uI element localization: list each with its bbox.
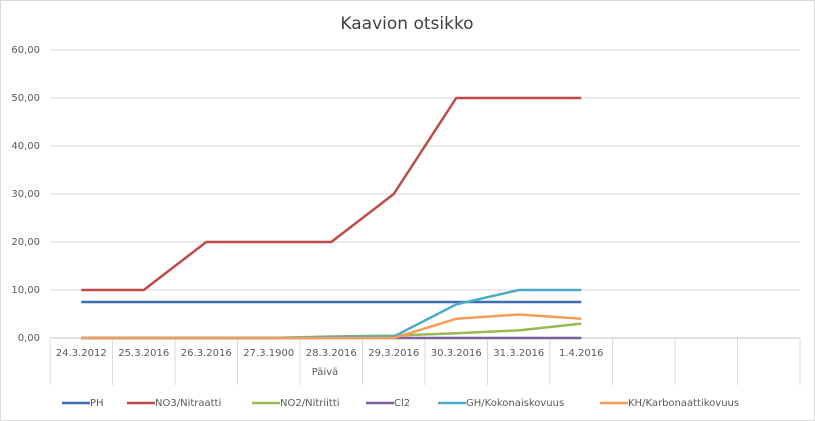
y-tick-label: 10,00 — [11, 285, 40, 296]
legend-label: PH — [90, 398, 104, 409]
x-tick-label: 31.3.2016 — [493, 348, 544, 359]
series-line — [81, 313, 582, 340]
x-tick-label: 29.3.2016 — [368, 348, 419, 359]
x-tick-label: 27.3.1900 — [243, 348, 294, 359]
legend-label: GH/Kokonaiskovuus — [466, 398, 564, 409]
y-tick-label: 60,00 — [11, 45, 40, 56]
x-tick-label: 30.3.2016 — [431, 348, 482, 359]
y-tick-label: 50,00 — [11, 93, 40, 104]
legend-label: NO2/Nitriitti — [280, 398, 340, 409]
y-tick-label: 30,00 — [11, 189, 40, 200]
y-tick-label: 0,00 — [18, 333, 40, 344]
x-axis-title: Päivä — [312, 367, 339, 378]
y-tick-label: 40,00 — [11, 141, 40, 152]
x-tick-label: 1.4.2016 — [559, 348, 604, 359]
x-tick-label: 24.3.2012 — [56, 348, 107, 359]
x-tick-label: 26.3.2016 — [181, 348, 232, 359]
legend-label: Cl2 — [394, 398, 410, 409]
chart-title: Kaavion otsikko — [340, 14, 473, 34]
legend-label: KH/Karbonaattikovuus — [628, 398, 739, 409]
legend-label: NO3/Nitraatti — [155, 398, 221, 409]
x-tick-label: 28.3.2016 — [306, 348, 357, 359]
y-tick-label: 20,00 — [11, 237, 40, 248]
x-tick-label: 25.3.2016 — [118, 348, 169, 359]
series-line — [81, 96, 582, 292]
